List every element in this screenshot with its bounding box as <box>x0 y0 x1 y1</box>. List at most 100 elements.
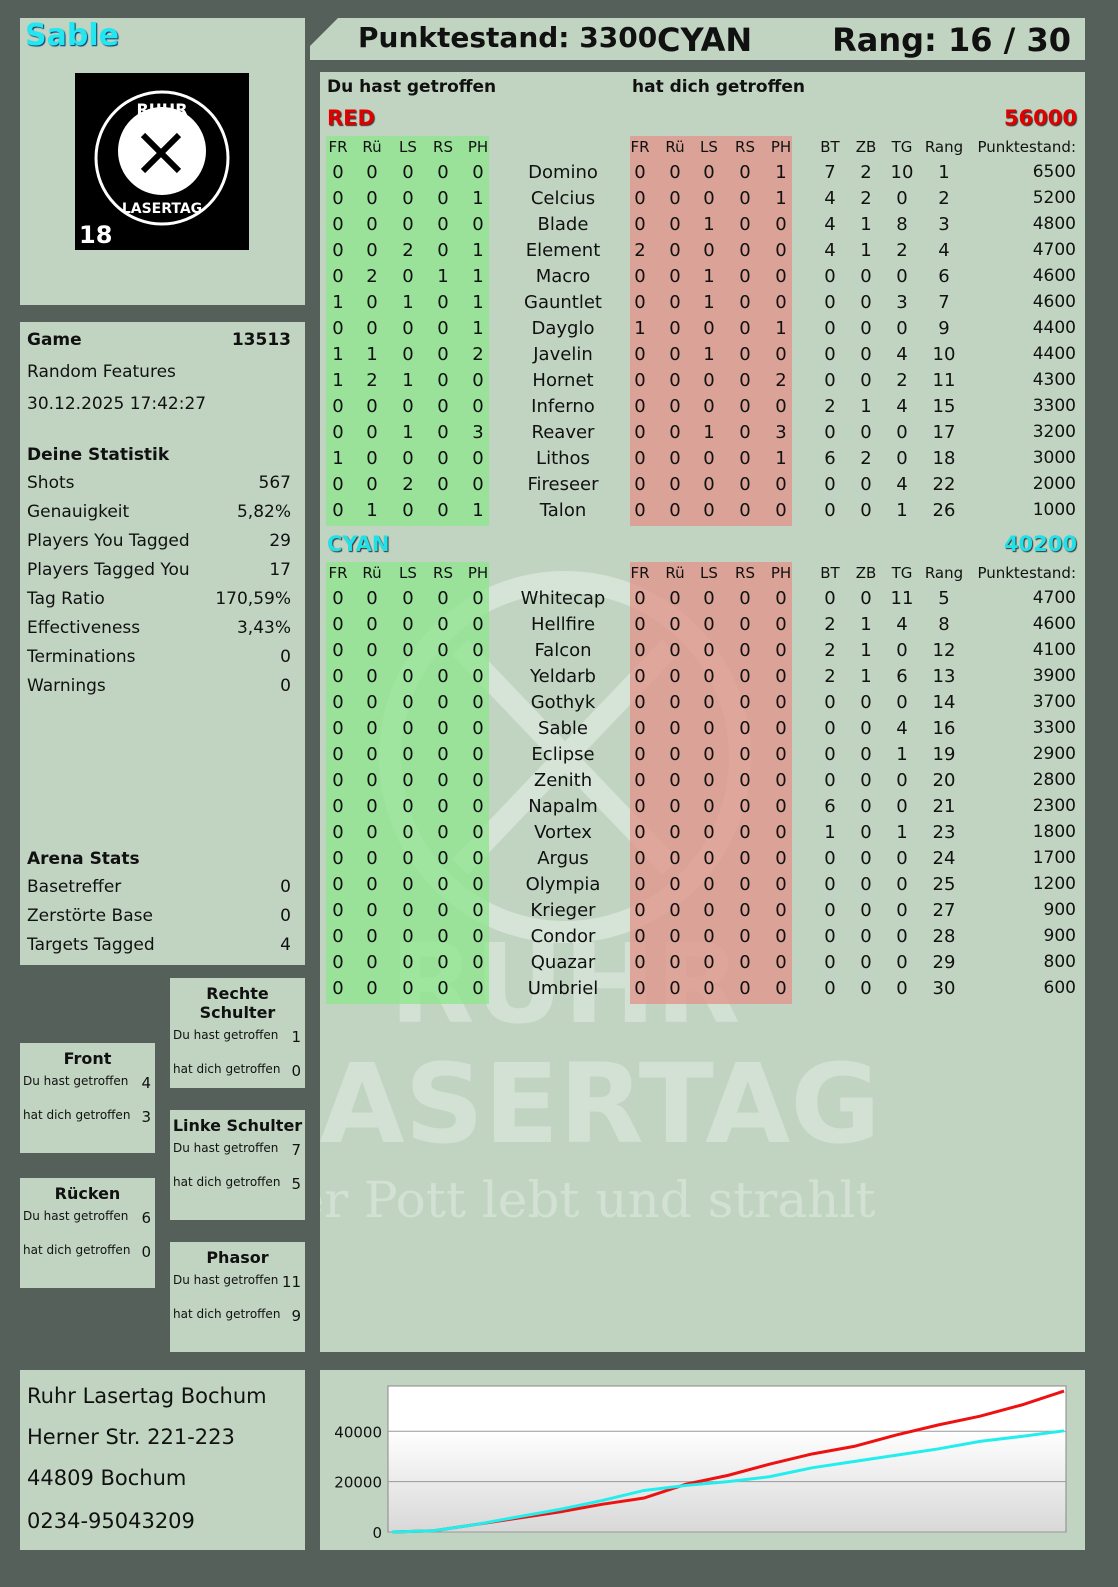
zone-title: Front <box>63 1049 112 1068</box>
player-name-cell[interactable]: Macro <box>535 266 591 287</box>
player-name-cell[interactable]: Condor <box>530 926 596 947</box>
player-name-cell[interactable]: Falcon <box>534 640 592 661</box>
player-name-cell[interactable]: Hellfire <box>530 614 596 635</box>
club-logo: RUHR LASERTAG 18 <box>75 73 249 250</box>
player-name-cell[interactable]: Yeldarb <box>530 666 596 687</box>
you-hit-cell: 0 <box>402 214 414 235</box>
hit-you-cell: 0 <box>739 614 751 635</box>
player-name-cell[interactable]: Krieger <box>530 900 596 921</box>
hit-you-cell: 0 <box>669 848 681 869</box>
you-hit-cell: 0 <box>332 822 344 843</box>
stat-cell: 29 <box>932 952 956 973</box>
you-hit-cell: 0 <box>366 588 378 609</box>
stat-cell: 4 <box>896 396 908 417</box>
player-name-cell[interactable]: Gothyk <box>530 692 596 713</box>
hit-you-cell: 0 <box>634 588 646 609</box>
player-name-cell[interactable]: Talon <box>539 500 587 521</box>
player-name-cell[interactable]: Vortex <box>534 822 592 843</box>
you-hit-cell: 0 <box>332 978 344 999</box>
stat-cell: 0 <box>896 422 908 443</box>
player-name-cell[interactable]: Celcius <box>530 188 596 209</box>
player-name-cell[interactable]: Zenith <box>533 770 593 791</box>
hit-you-cell: 0 <box>739 240 751 261</box>
player-name-cell[interactable]: Lithos <box>536 448 590 469</box>
stat-cell: 6 <box>824 796 836 817</box>
you-hit-cell: 0 <box>332 640 344 661</box>
you-hit-cell: 0 <box>366 240 378 261</box>
hit-you-cell: 0 <box>775 240 787 261</box>
col-header: FR <box>630 138 650 156</box>
you-hit-cell: 0 <box>472 162 484 183</box>
player-name-cell[interactable]: Dayglo <box>531 318 595 339</box>
player-name-cell[interactable]: Gauntlet <box>524 292 602 313</box>
hit-you-cell: 0 <box>669 214 681 235</box>
team-name: CYAN <box>327 532 390 556</box>
stat-cell: 5 <box>938 588 950 609</box>
player-name-cell[interactable]: Argus <box>537 848 589 869</box>
you-hit-cell: 0 <box>366 718 378 739</box>
stat-cell: 12 <box>932 640 956 661</box>
you-hit-cell: 2 <box>402 240 414 261</box>
stat-cell: 6 <box>824 448 836 469</box>
you-hit-cell: 1 <box>472 266 484 287</box>
you-hit-cell: 0 <box>472 448 484 469</box>
hit-you-cell: 0 <box>775 926 787 947</box>
hit-you-cell: 0 <box>634 874 646 895</box>
hit-you-cell: 0 <box>703 692 715 713</box>
player-name-cell[interactable]: Domino <box>528 162 598 183</box>
player-name-cell[interactable]: Element <box>525 240 601 261</box>
hit-you-cell: 0 <box>634 214 646 235</box>
player-name: Sable <box>25 18 119 53</box>
player-name-cell[interactable]: Javelin <box>533 344 593 365</box>
player-name-cell[interactable]: Sable <box>538 718 588 739</box>
player-name-cell[interactable]: Eclipse <box>531 744 595 765</box>
points-cell: 4700 <box>1032 588 1076 608</box>
hit-you-cell: 0 <box>775 344 787 365</box>
player-name-cell[interactable]: Umbriel <box>527 978 599 999</box>
stat-cell: 1 <box>938 162 950 183</box>
you-hit-cell: 0 <box>332 188 344 209</box>
stat-cell: 0 <box>896 266 908 287</box>
zone-value: 7 <box>291 1141 301 1159</box>
zone-rücken: Rücken Du hast getroffen 6 hat dich getroff… <box>20 1178 155 1288</box>
hit-you-cell: 0 <box>634 666 646 687</box>
player-name-cell[interactable]: Blade <box>537 214 589 235</box>
points-cell: 6500 <box>1032 162 1076 182</box>
col-header: LS <box>700 564 718 582</box>
you-hit-cell: 0 <box>437 848 449 869</box>
stat-cell: 0 <box>824 874 836 895</box>
stat-cell: 0 <box>824 926 836 947</box>
zone-phasor: Phasor Du hast getroffen 11 hat dich getrof… <box>170 1242 305 1352</box>
stat-cell: 0 <box>896 978 908 999</box>
player-name-cell[interactable]: Hornet <box>532 370 594 391</box>
stat-cell: 0 <box>860 266 872 287</box>
stat-value: 29 <box>269 531 291 551</box>
y-tick-label: 20000 <box>334 1474 382 1492</box>
arena-title: Arena Stats <box>27 849 140 869</box>
hit-you-cell: 0 <box>703 448 715 469</box>
player-name-cell[interactable]: Olympia <box>525 874 601 895</box>
hit-you-cell: 0 <box>669 692 681 713</box>
stat-label: Genauigkeit <box>27 502 130 522</box>
you-hit-cell: 0 <box>437 952 449 973</box>
stat-row: Terminations 0 <box>27 647 291 667</box>
player-name-cell[interactable]: Reaver <box>531 422 595 443</box>
hit-you-cell: 0 <box>634 162 646 183</box>
stat-cell: 30 <box>932 978 956 999</box>
hit-you-cell: 0 <box>739 588 751 609</box>
zone-value: 4 <box>141 1074 151 1092</box>
stat-cell: 0 <box>824 848 836 869</box>
svg-text:18: 18 <box>79 221 112 249</box>
player-name-cell[interactable]: Inferno <box>531 396 595 417</box>
watermark-slogan: Der Pott lebt und strahlt <box>320 1171 875 1229</box>
col-header: LS <box>700 138 718 156</box>
you-hit-cell: 0 <box>437 588 449 609</box>
you-hit-cell: 0 <box>366 396 378 417</box>
player-name-cell[interactable]: Fireseer <box>527 474 599 495</box>
player-name-cell[interactable]: Quazar <box>530 952 596 973</box>
player-name-cell[interactable]: Napalm <box>528 796 598 817</box>
zone-rechte-schulter: Rechte Schulter Du hast getroffen 1 hat dic… <box>170 978 305 1088</box>
stat-cell: 14 <box>932 692 956 713</box>
stat-cell: 0 <box>824 692 836 713</box>
player-name-cell[interactable]: Whitecap <box>520 588 606 609</box>
